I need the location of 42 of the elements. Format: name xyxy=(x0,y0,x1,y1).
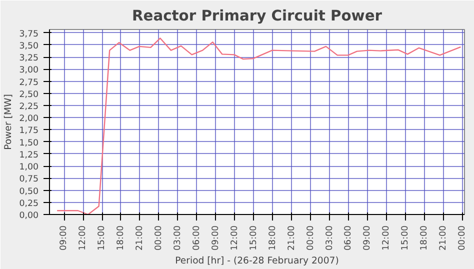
x-tick-label: 15:00 xyxy=(97,225,108,250)
x-tick-label: 06:00 xyxy=(192,225,202,250)
y-tick-label: 1,00 xyxy=(19,162,39,173)
x-tick-label: 00:00 xyxy=(306,225,316,250)
x-tick-label: 21:00 xyxy=(134,225,145,250)
x-tick-label: 21:00 xyxy=(286,225,297,250)
x-tick-label: 09:00 xyxy=(362,225,373,250)
y-tick-label: 1,75 xyxy=(19,126,39,136)
y-tick-label: 2,75 xyxy=(19,78,39,88)
x-tick-label: 21:00 xyxy=(438,225,449,250)
x-tick-label: 15:00 xyxy=(400,225,411,250)
x-tick-label: 18:00 xyxy=(420,225,430,250)
x-tick-label: 09:00 xyxy=(210,225,221,250)
x-tick-label: 03:00 xyxy=(324,225,335,250)
y-tick-label: 3,75 xyxy=(19,29,39,40)
y-tick-label: 3,00 xyxy=(19,66,39,76)
y-tick-label: 0,50 xyxy=(19,186,39,197)
x-tick-label: 00:00 xyxy=(458,225,468,250)
x-tick-label: 18:00 xyxy=(268,225,278,250)
y-tick-label: 2,00 xyxy=(19,114,39,124)
y-tick-label: 1,50 xyxy=(19,138,39,148)
y-tick-label: 0,00 xyxy=(19,211,39,221)
y-axis-title: Power [MW] xyxy=(3,94,14,150)
x-tick-label: 00:00 xyxy=(154,225,164,250)
x-tick-label: 12:00 xyxy=(230,225,240,250)
x-tick-label: 18:00 xyxy=(116,225,126,250)
x-tick-label: 12:00 xyxy=(382,225,392,250)
y-tick-label: 2,25 xyxy=(19,102,39,112)
y-tick-label: 2,50 xyxy=(19,90,39,100)
x-tick-label: 03:00 xyxy=(172,225,183,250)
y-tick-label: 3,50 xyxy=(19,41,39,52)
x-axis-title: Period [hr] - (26-28 February 2007) xyxy=(175,255,339,266)
chart-title: Reactor Primary Circuit Power xyxy=(132,8,383,24)
y-tick-label: 0,25 xyxy=(19,198,39,209)
y-tick-label: 0,75 xyxy=(19,174,39,185)
x-tick-label: 15:00 xyxy=(248,225,259,250)
x-tick-label: 09:00 xyxy=(59,225,70,250)
y-tick-label: 3,25 xyxy=(19,54,39,64)
line-series xyxy=(56,38,462,214)
y-tick-label: 1,25 xyxy=(19,150,39,160)
x-tick-label: 06:00 xyxy=(344,225,354,250)
x-tick-label: 12:00 xyxy=(78,225,88,250)
